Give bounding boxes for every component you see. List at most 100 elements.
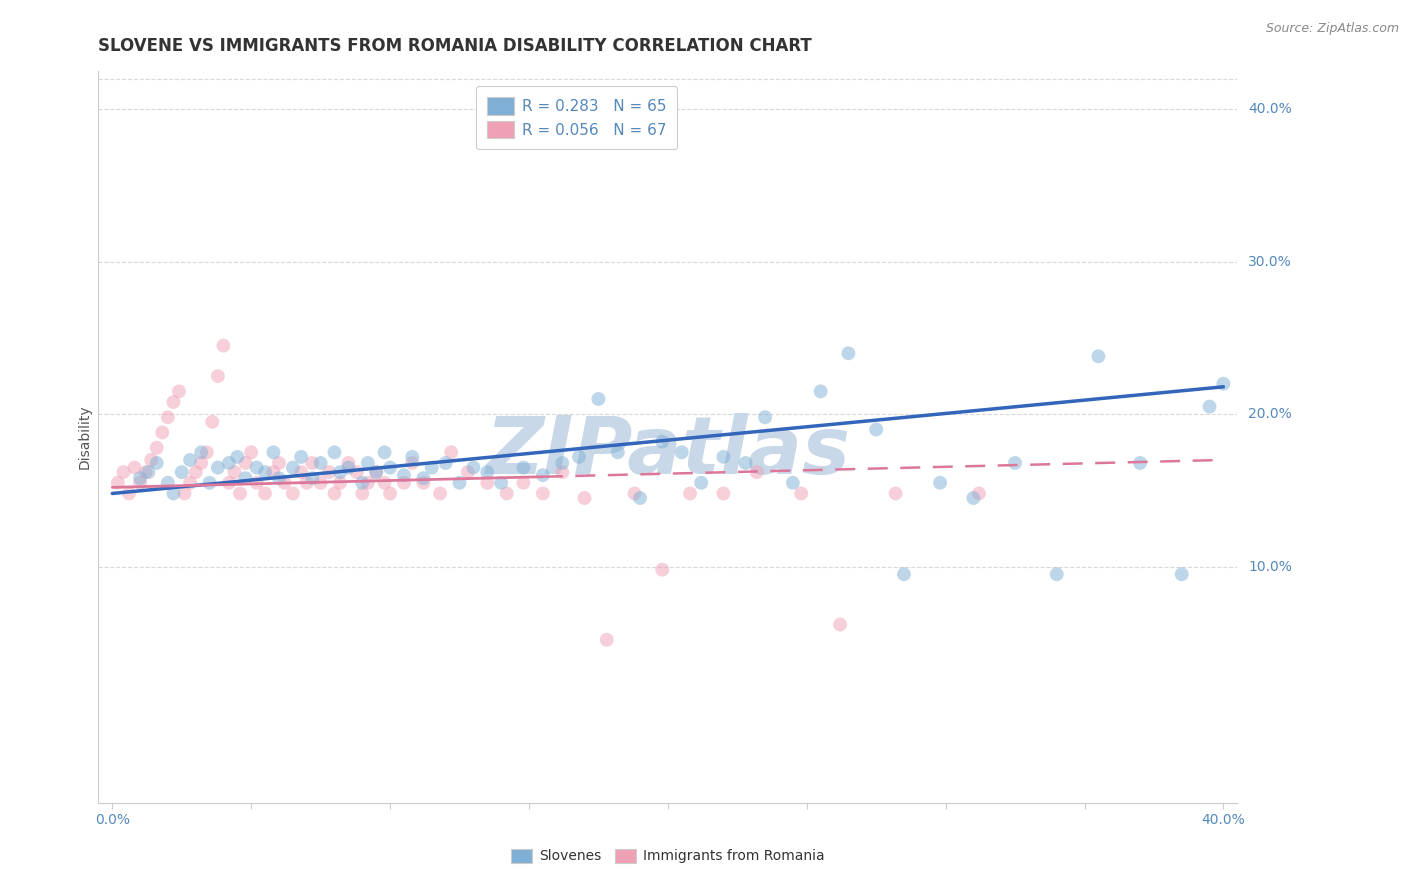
Point: [489, 475, 512, 490]
Text: SLOVENE VS IMMIGRANTS FROM ROMANIA DISABILITY CORRELATION CHART: SLOVENE VS IMMIGRANTS FROM ROMANIA DISAB…: [98, 37, 813, 54]
Point: [281, 460, 304, 475]
Point: [352, 475, 374, 490]
Point: [235, 471, 257, 485]
Text: 20.0%: 20.0%: [1249, 408, 1292, 421]
Point: [412, 475, 434, 490]
Point: [1198, 400, 1220, 414]
Point: [218, 456, 240, 470]
Point: [401, 450, 423, 464]
Point: [246, 475, 269, 490]
Point: [246, 460, 269, 475]
Point: [392, 475, 415, 490]
Point: [254, 486, 277, 500]
Point: [198, 475, 221, 490]
Point: [412, 471, 434, 485]
Point: [229, 486, 252, 500]
Point: [301, 456, 323, 470]
Point: [623, 486, 645, 500]
Point: [262, 445, 284, 459]
Point: [596, 632, 619, 647]
Point: [810, 384, 832, 399]
Point: [477, 475, 499, 490]
Point: [828, 617, 851, 632]
Point: [318, 465, 340, 479]
Point: [574, 491, 596, 505]
Point: [865, 422, 887, 436]
Point: [429, 486, 451, 500]
Point: [190, 456, 212, 470]
Point: [150, 425, 173, 440]
Point: [290, 465, 312, 479]
Point: [357, 475, 380, 490]
Point: [162, 486, 184, 500]
Point: [267, 471, 290, 485]
Point: [295, 475, 318, 490]
Point: [588, 392, 610, 406]
Legend: Slovenes, Immigrants from Romania: Slovenes, Immigrants from Romania: [506, 843, 830, 869]
Text: 10.0%: 10.0%: [1249, 559, 1292, 574]
Point: [512, 475, 534, 490]
Point: [226, 450, 249, 464]
Point: [118, 486, 141, 500]
Point: [1212, 376, 1234, 391]
Point: [323, 486, 346, 500]
Point: [224, 465, 246, 479]
Point: [893, 567, 915, 582]
Point: [568, 450, 591, 464]
Point: [495, 486, 517, 500]
Point: [184, 465, 207, 479]
Point: [690, 475, 713, 490]
Point: [240, 445, 263, 459]
Point: [207, 369, 229, 384]
Point: [929, 475, 952, 490]
Point: [1170, 567, 1192, 582]
Point: [195, 445, 218, 459]
Point: [551, 465, 574, 479]
Point: [346, 465, 368, 479]
Point: [337, 456, 360, 470]
Point: [628, 491, 651, 505]
Point: [156, 475, 179, 490]
Point: [235, 456, 257, 470]
Text: Source: ZipAtlas.com: Source: ZipAtlas.com: [1265, 22, 1399, 36]
Point: [124, 460, 146, 475]
Point: [671, 445, 693, 459]
Text: 30.0%: 30.0%: [1249, 255, 1292, 268]
Point: [651, 563, 673, 577]
Point: [141, 453, 163, 467]
Point: [337, 460, 360, 475]
Point: [366, 465, 388, 479]
Point: [434, 456, 457, 470]
Point: [254, 465, 277, 479]
Point: [713, 450, 735, 464]
Point: [373, 445, 395, 459]
Point: [1087, 349, 1109, 363]
Point: [323, 445, 346, 459]
Point: [107, 475, 129, 490]
Point: [378, 460, 401, 475]
Point: [457, 465, 479, 479]
Point: [352, 486, 374, 500]
Point: [837, 346, 859, 360]
Point: [373, 475, 395, 490]
Point: [207, 460, 229, 475]
Point: [162, 395, 184, 409]
Point: [551, 456, 574, 470]
Point: [309, 456, 332, 470]
Point: [790, 486, 813, 500]
Point: [713, 486, 735, 500]
Text: 40.0%: 40.0%: [1249, 103, 1292, 117]
Point: [651, 434, 673, 449]
Point: [112, 465, 135, 479]
Point: [301, 471, 323, 485]
Point: [329, 475, 352, 490]
Point: [754, 410, 776, 425]
Point: [1129, 456, 1152, 470]
Point: [512, 460, 534, 475]
Point: [782, 475, 804, 490]
Point: [170, 465, 193, 479]
Point: [179, 475, 201, 490]
Point: [962, 491, 984, 505]
Point: [190, 445, 212, 459]
Point: [679, 486, 702, 500]
